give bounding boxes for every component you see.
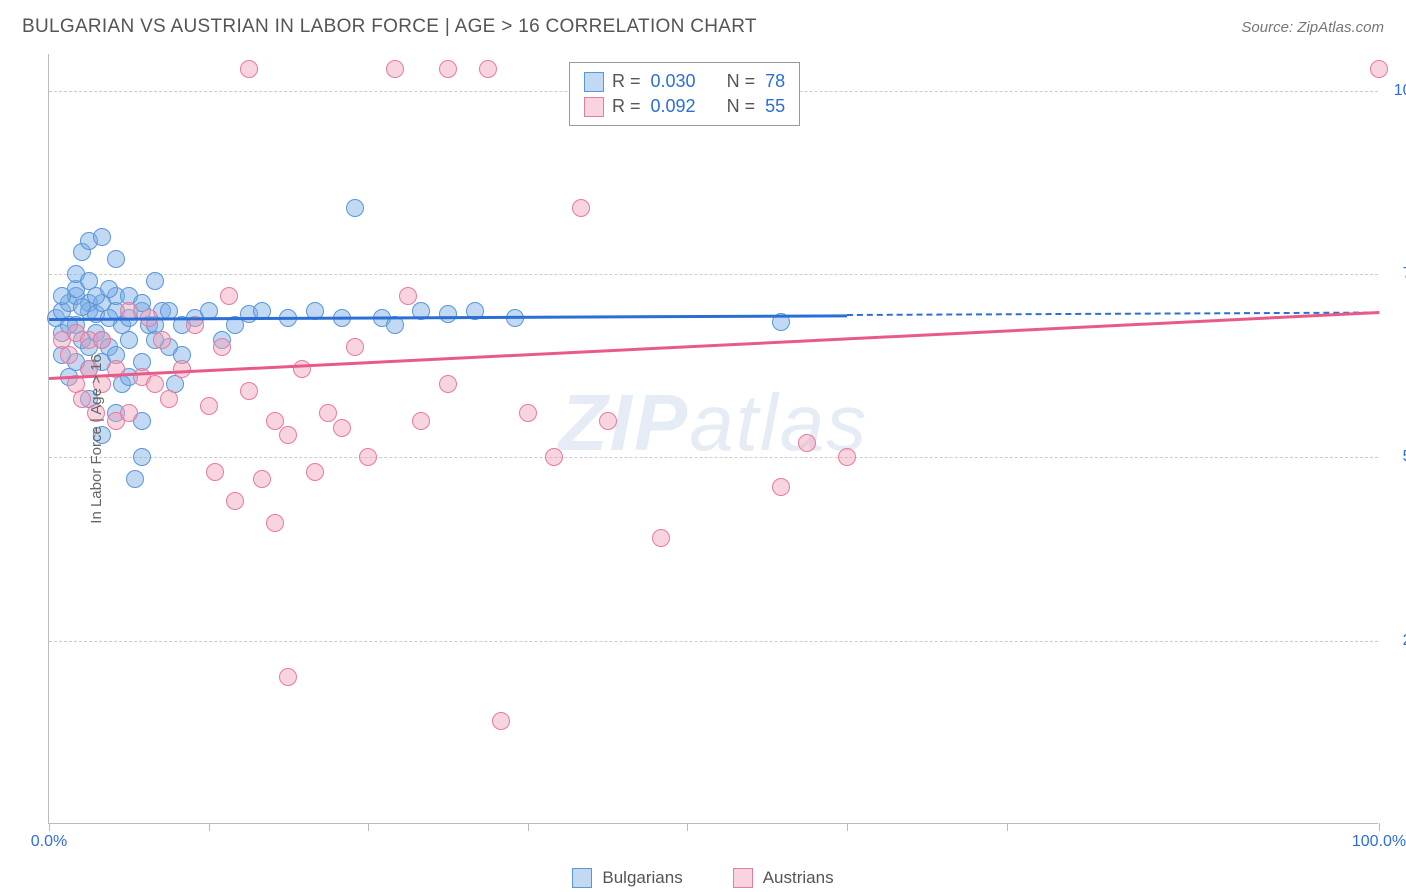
legend-item: Austrians [733, 868, 834, 888]
data-point [120, 404, 138, 422]
legend-swatch [733, 868, 753, 888]
data-point [240, 60, 258, 78]
data-point [545, 448, 563, 466]
data-point [146, 272, 164, 290]
legend-label: Austrians [763, 868, 834, 888]
data-point [386, 316, 404, 334]
data-point [439, 375, 457, 393]
data-point [240, 382, 258, 400]
gridline-h [49, 641, 1378, 642]
x-tick [1379, 823, 1380, 831]
data-point [160, 390, 178, 408]
data-point [146, 375, 164, 393]
data-point [479, 60, 497, 78]
data-point [599, 412, 617, 430]
data-point [838, 448, 856, 466]
x-tick [49, 823, 50, 831]
y-axis-label: In Labor Force | Age > 16 [88, 354, 105, 523]
data-point [253, 470, 271, 488]
x-tick-label: 100.0% [1352, 833, 1406, 851]
gridline-h [49, 274, 1378, 275]
y-tick-label: 100.0% [1388, 82, 1406, 100]
data-point [772, 478, 790, 496]
data-point [386, 60, 404, 78]
data-point [279, 668, 297, 686]
x-tick-label: 0.0% [31, 833, 67, 851]
y-tick-label: 25.0% [1388, 632, 1406, 650]
data-point [266, 514, 284, 532]
x-tick [687, 823, 688, 831]
legend-label: Bulgarians [602, 868, 682, 888]
data-point [279, 426, 297, 444]
data-point [93, 228, 111, 246]
data-point [492, 712, 510, 730]
data-point [439, 305, 457, 323]
legend-swatch [584, 72, 604, 92]
legend-correlation: R = 0.030 N = 78 R = 0.092 N = 55 [569, 62, 800, 126]
gridline-h [49, 457, 1378, 458]
data-point [572, 199, 590, 217]
data-point [93, 331, 111, 349]
data-point [293, 360, 311, 378]
legend-swatch [584, 97, 604, 117]
x-tick [368, 823, 369, 831]
data-point [266, 412, 284, 430]
data-point [346, 199, 364, 217]
data-point [306, 463, 324, 481]
data-point [133, 448, 151, 466]
data-point [153, 331, 171, 349]
x-tick [209, 823, 210, 831]
data-point [1370, 60, 1388, 78]
legend-row: R = 0.092 N = 55 [584, 94, 785, 119]
data-point [100, 280, 118, 298]
data-point [126, 470, 144, 488]
data-point [107, 250, 125, 268]
data-point [412, 412, 430, 430]
data-point [652, 529, 670, 547]
data-point [220, 287, 238, 305]
x-tick [528, 823, 529, 831]
legend-item: Bulgarians [572, 868, 682, 888]
chart-title: BULGARIAN VS AUSTRIAN IN LABOR FORCE | A… [22, 16, 757, 38]
data-point [519, 404, 537, 422]
source-credit: Source: ZipAtlas.com [1241, 19, 1384, 36]
data-point [359, 448, 377, 466]
legend-series: Bulgarians Austrians [0, 868, 1406, 888]
data-point [60, 346, 78, 364]
data-point [798, 434, 816, 452]
data-point [200, 397, 218, 415]
y-tick-label: 50.0% [1388, 448, 1406, 466]
data-point [319, 404, 337, 422]
data-point [333, 419, 351, 437]
plot-region: ZIPatlas R = 0.030 N = 78 R = 0.092 N = … [48, 54, 1378, 824]
x-tick [1007, 823, 1008, 831]
legend-row: R = 0.030 N = 78 [584, 69, 785, 94]
legend-swatch [572, 868, 592, 888]
chart-area: ZIPatlas R = 0.030 N = 78 R = 0.092 N = … [48, 54, 1378, 824]
data-point [213, 338, 231, 356]
data-point [346, 338, 364, 356]
data-point [226, 492, 244, 510]
data-point [53, 287, 71, 305]
data-point [206, 463, 224, 481]
data-point [399, 287, 417, 305]
data-point [439, 60, 457, 78]
y-tick-label: 75.0% [1388, 265, 1406, 283]
x-tick [847, 823, 848, 831]
data-point [120, 331, 138, 349]
